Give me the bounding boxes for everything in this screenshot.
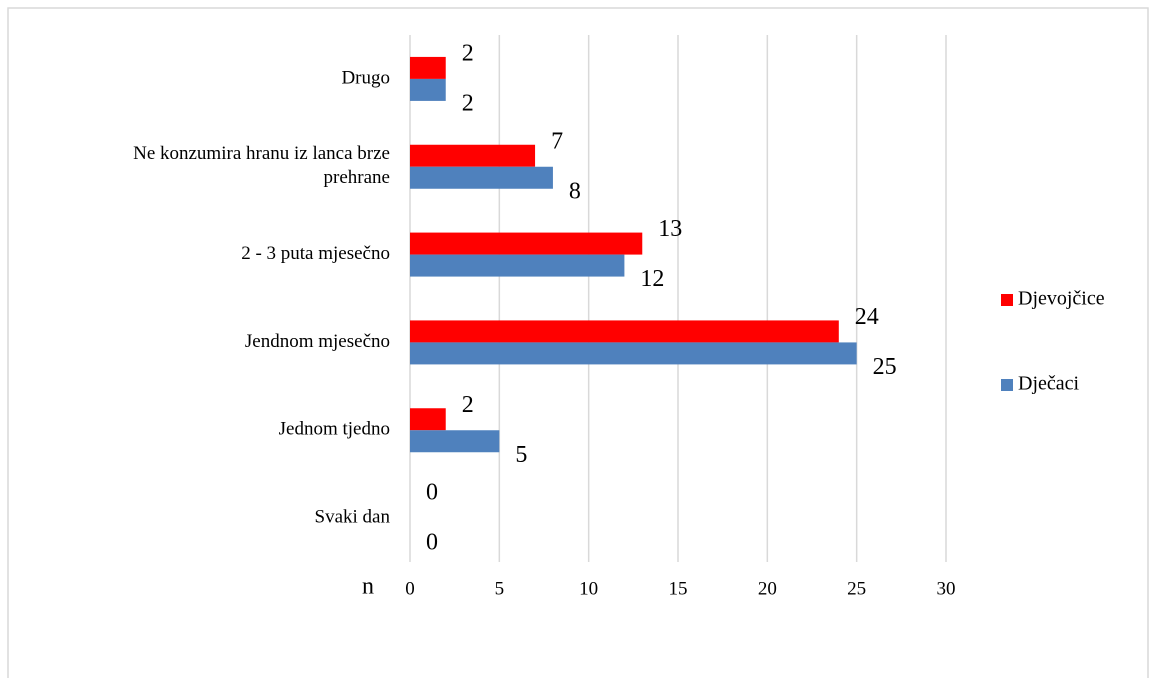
legend-label: Dječaci (1018, 373, 1080, 395)
data-label: 2 (462, 392, 474, 418)
legend-label: Djevojčice (1018, 288, 1105, 310)
data-label: 7 (551, 128, 563, 154)
x-tick-label: 20 (758, 578, 777, 599)
data-label: 13 (658, 216, 682, 242)
data-label: 8 (569, 178, 581, 204)
y-tick-label: Jendnom mjesečno (245, 331, 390, 352)
x-tick-label: 25 (847, 578, 866, 599)
data-label: 2 (462, 40, 474, 66)
y-tick-label: 2 - 3 puta mjesečno (241, 243, 390, 264)
x-tick-label: 5 (495, 578, 505, 599)
bar (410, 342, 857, 365)
data-label: 25 (873, 354, 897, 380)
bar (410, 232, 643, 255)
y-tick-label: Drugo (341, 67, 390, 88)
x-axis-label: n (362, 574, 374, 600)
bar (410, 254, 625, 277)
bar (410, 78, 446, 101)
y-tick-label: Svaki dan (315, 506, 391, 527)
bar (410, 320, 839, 343)
data-label: 5 (515, 442, 527, 468)
bar (410, 56, 446, 79)
y-tick-label: Ne konzumira hranu iz lanca brze prehrane (133, 143, 390, 188)
legend-swatch (1001, 379, 1013, 391)
data-label: 24 (855, 304, 879, 330)
x-tick-label: 10 (579, 578, 598, 599)
data-label: 0 (426, 530, 438, 556)
x-tick-label: 0 (405, 578, 415, 599)
bar (410, 430, 500, 453)
y-tick-label: Jednom tjedno (279, 419, 390, 440)
bar (410, 408, 446, 431)
frame (7, 7, 1149, 678)
data-label: 0 (426, 480, 438, 506)
x-tick-label: 15 (669, 578, 688, 599)
data-label: 12 (640, 266, 664, 292)
x-tick-label: 30 (937, 578, 956, 599)
bar (410, 166, 553, 189)
bar (410, 144, 536, 167)
data-label: 2 (462, 90, 474, 116)
legend-swatch (1001, 294, 1013, 306)
